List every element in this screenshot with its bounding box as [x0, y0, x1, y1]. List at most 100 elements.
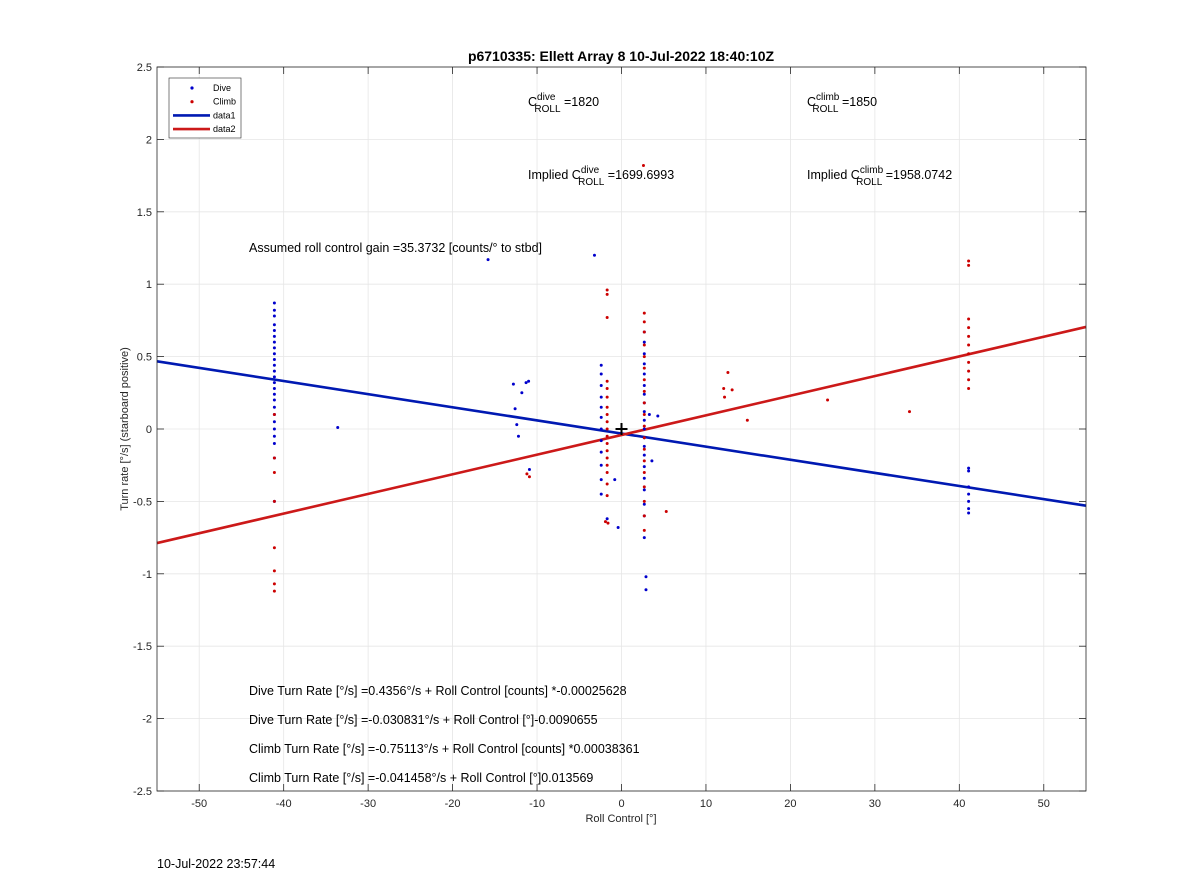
climb-point	[605, 379, 609, 383]
dive-point	[272, 420, 276, 424]
legend-marker	[190, 86, 194, 90]
dive-point	[599, 363, 603, 367]
climb-point	[642, 459, 646, 463]
climb-point	[272, 569, 276, 573]
climb-point	[642, 311, 646, 315]
climb-point	[605, 386, 609, 390]
climb-point	[967, 326, 971, 330]
dive-point	[599, 439, 603, 443]
climb-point	[641, 163, 645, 167]
dive-point	[642, 502, 646, 506]
climb-equation-degrees: Climb Turn Rate [°/s] =-0.041458°/s + Ro…	[249, 771, 593, 785]
dive-point	[272, 314, 276, 318]
climb-point	[642, 320, 646, 324]
dive-point	[272, 363, 276, 367]
dive-point	[272, 334, 276, 338]
dive-point	[647, 413, 651, 417]
climb-point	[605, 288, 609, 292]
climb-point	[525, 472, 529, 476]
dive-point	[967, 469, 971, 473]
climb-point	[605, 441, 609, 445]
climb-point	[642, 330, 646, 334]
x-tick-label: -20	[445, 798, 461, 810]
dive-point	[642, 384, 646, 388]
dive-point	[967, 492, 971, 496]
dive-point	[967, 485, 971, 489]
dive-point	[644, 588, 648, 592]
climb-point	[967, 343, 971, 347]
climb-point	[272, 499, 276, 503]
dive-point	[592, 253, 596, 257]
dive-point	[599, 405, 603, 409]
dive-point	[599, 450, 603, 454]
dive-point	[642, 444, 646, 448]
climb-point	[642, 499, 646, 503]
climb-point	[967, 378, 971, 382]
climb-point	[605, 434, 609, 438]
dive-point	[599, 415, 603, 419]
dive-point	[642, 340, 646, 344]
dive-point	[272, 441, 276, 445]
x-tick-label: -50	[191, 798, 207, 810]
legend-label: Climb	[213, 97, 236, 107]
climb-point	[642, 413, 646, 417]
climb-point	[664, 510, 668, 514]
y-tick-label: 2	[146, 134, 152, 146]
dive-point	[272, 323, 276, 327]
climb-point	[642, 401, 646, 405]
dive-point	[642, 476, 646, 480]
dive-point	[511, 382, 515, 386]
x-tick-label: -40	[276, 798, 292, 810]
dive-equation-counts: Dive Turn Rate [°/s] =0.4356°/s + Roll C…	[249, 684, 627, 698]
dive-point	[527, 379, 531, 383]
climb-point	[605, 470, 609, 474]
dive-point	[642, 427, 646, 431]
climb-point	[605, 463, 609, 467]
dive-point	[272, 357, 276, 361]
dive-point	[272, 398, 276, 402]
dive-point	[272, 381, 276, 385]
dive-point	[272, 340, 276, 344]
dive-point	[599, 492, 603, 496]
climb-point	[605, 494, 609, 498]
climb-point	[722, 386, 726, 390]
climb-point	[726, 371, 730, 375]
dive-point	[599, 478, 603, 482]
dive-point	[613, 478, 617, 482]
climb-point	[730, 388, 734, 392]
dive-point	[486, 258, 490, 262]
y-axis-label: Turn rate [°/s] (starboard positive)	[119, 347, 131, 511]
y-tick-label: -1.5	[133, 641, 152, 653]
dive-point	[642, 392, 646, 396]
climb-point	[967, 263, 971, 267]
climb-point	[272, 413, 276, 417]
roll-gain-annotation: Assumed roll control gain =35.3732 [coun…	[249, 241, 542, 255]
legend: Dive Climb data1 data2	[168, 77, 242, 139]
climb-point	[605, 405, 609, 409]
legend-items: Dive Climb data1 data2	[173, 83, 236, 134]
x-tick-label: 20	[784, 798, 796, 810]
climb-point	[527, 475, 531, 479]
dive-point	[336, 426, 340, 430]
dive-point	[272, 386, 276, 390]
dive-point	[642, 372, 646, 376]
climb-point	[967, 334, 971, 338]
climb-point	[826, 398, 830, 402]
climb-point	[272, 589, 276, 593]
dive-point	[272, 369, 276, 373]
climb-point	[272, 470, 276, 474]
dive-point	[967, 466, 971, 470]
dive-point	[967, 507, 971, 511]
dive-point	[605, 517, 609, 521]
legend-label: Dive	[213, 83, 231, 93]
dive-point	[642, 465, 646, 469]
climb-point	[642, 378, 646, 382]
x-tick-label: 40	[953, 798, 965, 810]
x-tick-label: 50	[1038, 798, 1050, 810]
climb-equation-counts: Climb Turn Rate [°/s] =-0.75113°/s + Rol…	[249, 742, 640, 756]
legend-marker	[190, 100, 194, 104]
dive-point	[272, 308, 276, 312]
legend-label: data2	[213, 124, 236, 134]
dive-point	[642, 410, 646, 414]
